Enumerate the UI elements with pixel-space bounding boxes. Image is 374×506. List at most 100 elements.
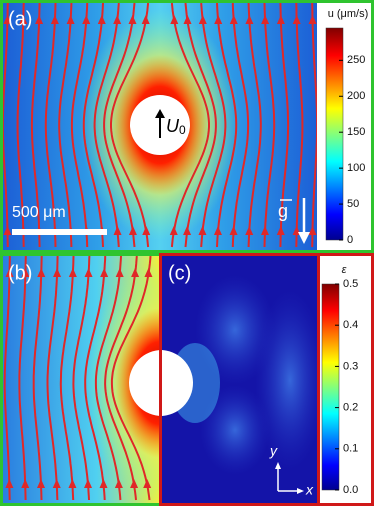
streamline-arrow <box>21 479 30 488</box>
streamline-arrow <box>308 226 317 235</box>
streamline-arrow <box>276 226 285 235</box>
streamline-arrow <box>84 479 93 488</box>
colorbar-title: ε <box>342 264 347 276</box>
axis-x-arrowhead <box>297 488 304 494</box>
streamline-arrow <box>82 15 91 24</box>
frame-a <box>0 0 374 253</box>
streamline-arrow <box>183 15 192 24</box>
colorbar-tick-label: 0 <box>347 234 353 246</box>
streamline <box>103 3 136 248</box>
streamline-arrow <box>3 15 12 24</box>
colorbar-tick-label: 0.0 <box>343 484 358 496</box>
streamline <box>184 3 217 248</box>
colorbar-tick-label: 0.5 <box>343 278 358 290</box>
panel-c-field <box>162 256 317 503</box>
streamline-arrow <box>37 479 46 488</box>
colorbar <box>321 283 340 491</box>
streamline-arrow <box>142 226 151 235</box>
streamline-arrow <box>183 226 192 235</box>
streamline-arrow <box>144 268 153 277</box>
streamline-arrow <box>130 479 139 488</box>
streamline-arrow <box>245 226 254 235</box>
streamline <box>46 256 59 501</box>
colorbar-tick-label: 50 <box>347 198 359 210</box>
streamline-arrow <box>260 226 269 235</box>
streamline <box>72 256 91 501</box>
streamline-arrow <box>229 15 238 24</box>
streamline-arrow <box>292 15 301 24</box>
streamline <box>311 3 317 248</box>
streamline-arrow <box>198 15 207 24</box>
axis-x-label: x <box>305 482 314 498</box>
streamline <box>18 256 27 501</box>
panel-label: (a) <box>8 8 32 30</box>
streamline <box>104 256 138 501</box>
streamline <box>16 3 25 248</box>
streamline <box>170 3 210 248</box>
streamline <box>263 3 276 248</box>
gravity-label: g <box>278 201 288 221</box>
streamline-arrow <box>276 15 285 24</box>
streamline-arrow <box>214 15 223 24</box>
streamline-arrow <box>245 15 254 24</box>
colorbar-title: u (μm/s) <box>328 8 369 20</box>
streamline <box>93 3 120 248</box>
streamline <box>70 3 89 248</box>
streamline <box>216 3 238 248</box>
streamline-arrow <box>198 226 207 235</box>
streamline-arrow <box>128 226 137 235</box>
streamline <box>231 3 250 248</box>
colorbar-tick-label: 150 <box>347 126 365 138</box>
streamline-arrow <box>50 15 59 24</box>
streamline-arrow <box>170 15 179 24</box>
streamline <box>110 3 150 248</box>
panel-label: (c) <box>168 262 191 284</box>
streamline <box>30 3 41 248</box>
streamline-arrow <box>68 479 77 488</box>
streamline-arrow <box>213 226 222 235</box>
streamline-arrow <box>21 268 30 277</box>
colorbar-tick-label: 0.2 <box>343 402 358 414</box>
streamline-arrow <box>131 268 140 277</box>
streamline-arrow <box>128 15 137 24</box>
colorbar-tick-label: 0.4 <box>343 319 358 331</box>
gravity-arrowhead <box>298 232 310 244</box>
panel-b-field <box>3 256 159 503</box>
streamline <box>295 3 304 248</box>
streamline-arrow <box>113 226 122 235</box>
streamline-arrow <box>100 268 109 277</box>
streamline-arrow <box>19 15 28 24</box>
streamline <box>94 256 122 501</box>
streamline-arrow <box>141 15 150 24</box>
streamline-arrow <box>308 15 317 24</box>
streamline <box>59 256 75 501</box>
colorbar-tick-label: 0.3 <box>343 360 358 372</box>
streamline-arrow <box>261 15 270 24</box>
colorbar-tick-label: 100 <box>347 162 365 174</box>
colorbar-tick-label: 250 <box>347 54 365 66</box>
streamline-arrow <box>3 226 12 235</box>
streamline-arrow <box>113 15 122 24</box>
velocity-label: U0 <box>166 116 186 137</box>
streamline <box>279 3 290 248</box>
streamline-arrow <box>169 226 178 235</box>
streamline-arrow <box>84 268 93 277</box>
streamline-arrow <box>66 15 75 24</box>
streamline-arrow <box>53 268 62 277</box>
axis-y-label: y <box>269 443 278 459</box>
scale-label: 500 μm <box>12 204 66 221</box>
streamline <box>82 3 104 248</box>
streamline <box>3 256 11 501</box>
streamline-arrow <box>5 268 14 277</box>
colorbar <box>325 27 344 241</box>
streamline-arrow <box>68 268 77 277</box>
streamline-arrow <box>5 479 14 488</box>
streamline-arrow <box>143 479 152 488</box>
streamline-arrow <box>35 15 44 24</box>
streamline <box>44 3 57 248</box>
colorbar-tick-label: 200 <box>347 90 365 102</box>
streamline-arrow <box>114 479 123 488</box>
streamline <box>58 3 73 248</box>
streamline <box>110 256 152 501</box>
